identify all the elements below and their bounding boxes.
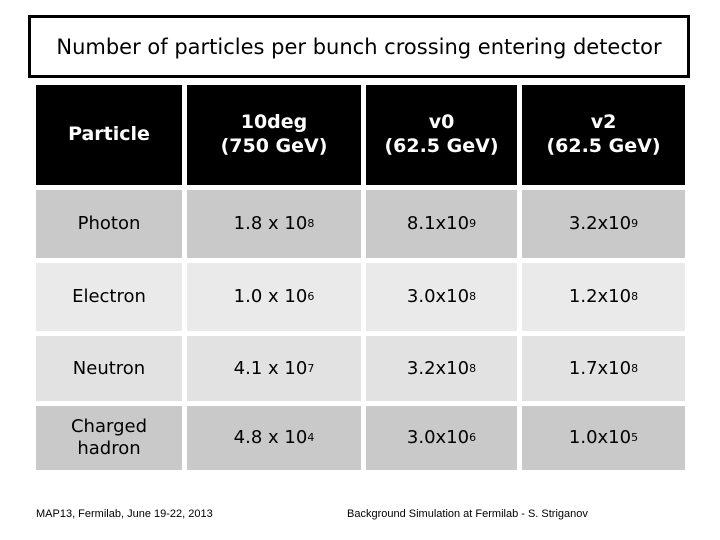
table-row-photon-name: Photon: [36, 190, 182, 258]
table-cell-neutron-v0: 3.2x10 8: [366, 336, 517, 401]
column-header-10deg: 10deg (750 GeV): [187, 85, 361, 185]
particles-table: Particle 10deg (750 GeV) v0 (62.5 GeV) v…: [36, 85, 685, 470]
table-row-neutron-name: Neutron: [36, 336, 182, 401]
slide-title-box: Number of particles per bunch crossing e…: [28, 15, 690, 78]
table-cell-charged-hadron-v0: 3.0x10 6: [366, 406, 517, 470]
header-line1: 10deg: [240, 111, 308, 134]
table-cell-charged-hadron-v2: 1.0x10 5: [522, 406, 685, 470]
table-row-electron-name: Electron: [36, 263, 182, 331]
table-cell-electron-v0: 3.0x10 8: [366, 263, 517, 331]
header-line2: (62.5 GeV): [384, 135, 499, 157]
value-base: 1.0 x 10: [233, 286, 308, 308]
table-cell-photon-v2: 3.2x10 9: [522, 190, 685, 258]
value-base: 1.0x10: [568, 427, 632, 449]
table-row-charged-hadron-name: Charged hadron: [36, 406, 182, 470]
column-header-v0: v0 (62.5 GeV): [366, 85, 517, 185]
table-cell-electron-10deg: 1.0 x 10 6: [187, 263, 361, 331]
table-cell-electron-v2: 1.2x10 8: [522, 263, 685, 331]
header-line1: v0: [428, 111, 455, 134]
table-cell-neutron-10deg: 4.1 x 10 7: [187, 336, 361, 401]
value-base: 3.2x10: [406, 357, 470, 379]
column-header-v2: v2 (62.5 GeV): [522, 85, 685, 185]
value-base: 3.0x10: [406, 286, 470, 308]
header-line1: Particle: [68, 123, 150, 146]
page-title: Number of particles per bunch crossing e…: [56, 34, 662, 59]
column-header-particle: Particle: [36, 85, 182, 185]
header-line2: (62.5 GeV): [546, 135, 661, 157]
value-base: 4.8 x 10: [233, 427, 308, 449]
value-base: 1.8 x 10: [233, 213, 308, 235]
table-cell-neutron-v2: 1.7x10 8: [522, 336, 685, 401]
value-base: 8.1x10: [406, 213, 470, 235]
footer-conference-info: MAP13, Fermilab, June 19-22, 2013: [36, 508, 213, 520]
value-base: 3.0x10: [406, 427, 470, 449]
header-line2: (750 GeV): [220, 135, 328, 157]
value-base: 1.2x10: [568, 286, 632, 308]
value-base: 3.2x10: [568, 213, 632, 235]
table-cell-charged-hadron-10deg: 4.8 x 10 4: [187, 406, 361, 470]
header-line1: v2: [590, 111, 617, 134]
value-base: 1.7x10: [568, 357, 632, 379]
value-base: 4.1 x 10: [233, 357, 308, 379]
table-cell-photon-v0: 8.1x10 9: [366, 190, 517, 258]
footer-credit: Background Simulation at Fermilab - S. S…: [347, 508, 588, 520]
table-cell-photon-10deg: 1.8 x 10 8: [187, 190, 361, 258]
